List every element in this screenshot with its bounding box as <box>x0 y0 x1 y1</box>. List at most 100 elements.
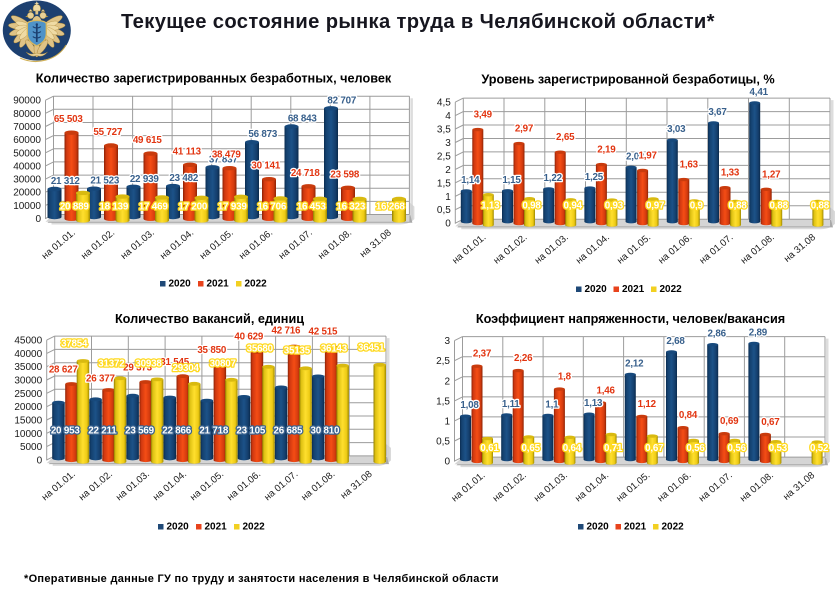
svg-text:0,69: 0,69 <box>720 416 739 427</box>
svg-text:20 953: 20 953 <box>51 426 81 437</box>
svg-text:1,5: 1,5 <box>437 178 451 189</box>
svg-text:3,49: 3,49 <box>474 110 493 121</box>
svg-text:49 615: 49 615 <box>133 135 163 146</box>
svg-text:0,88: 0,88 <box>811 201 830 212</box>
svg-text:10000: 10000 <box>14 429 42 440</box>
svg-text:65 503: 65 503 <box>54 114 84 125</box>
svg-text:42 716: 42 716 <box>272 325 302 336</box>
svg-text:90000: 90000 <box>13 96 41 107</box>
svg-text:0,9: 0,9 <box>690 201 704 212</box>
svg-text:2,37: 2,37 <box>473 349 492 360</box>
svg-text:35135: 35135 <box>284 345 311 356</box>
svg-text:30 141: 30 141 <box>251 161 281 172</box>
svg-text:37854: 37854 <box>61 338 88 349</box>
svg-text:28 627: 28 627 <box>49 364 79 375</box>
svg-text:23 598: 23 598 <box>330 169 360 180</box>
svg-text:0: 0 <box>445 219 451 230</box>
svg-text:16 323: 16 323 <box>336 202 366 213</box>
svg-text:0,94: 0,94 <box>564 201 583 212</box>
svg-text:40000: 40000 <box>14 349 42 360</box>
svg-text:30000: 30000 <box>13 175 41 186</box>
svg-text:70000: 70000 <box>13 122 41 133</box>
svg-text:36143: 36143 <box>321 343 348 354</box>
svg-text:15000: 15000 <box>14 416 42 427</box>
svg-text:0,88: 0,88 <box>770 201 789 212</box>
svg-text:0,56: 0,56 <box>686 443 705 454</box>
svg-text:2022: 2022 <box>662 522 685 533</box>
svg-text:1: 1 <box>444 416 450 427</box>
svg-text:17 939: 17 939 <box>218 202 248 213</box>
svg-text:Количество вакансий, единиц: Количество вакансий, единиц <box>115 312 304 326</box>
svg-text:26 377: 26 377 <box>86 373 116 384</box>
svg-text:37 837: 37 837 <box>209 154 239 165</box>
svg-text:*Оперативные данные ГУ по труд: *Оперативные данные ГУ по труду и занято… <box>24 573 499 585</box>
svg-text:40000: 40000 <box>13 161 41 172</box>
svg-text:0,52: 0,52 <box>810 443 829 454</box>
svg-text:2,68: 2,68 <box>666 336 685 347</box>
svg-text:35 850: 35 850 <box>197 345 227 356</box>
svg-text:1,08: 1,08 <box>460 400 479 411</box>
svg-text:25000: 25000 <box>14 389 42 400</box>
svg-text:2022: 2022 <box>245 279 268 290</box>
svg-text:1,5: 1,5 <box>436 396 450 407</box>
svg-text:20000: 20000 <box>14 402 42 413</box>
svg-text:2020: 2020 <box>585 284 608 295</box>
svg-text:2: 2 <box>445 165 451 176</box>
svg-text:17 200: 17 200 <box>178 202 208 213</box>
svg-text:45000: 45000 <box>14 336 42 347</box>
svg-text:16 268: 16 268 <box>376 202 406 213</box>
svg-text:1,13: 1,13 <box>481 201 500 212</box>
svg-text:55 727: 55 727 <box>93 127 123 138</box>
svg-text:2020: 2020 <box>169 279 192 290</box>
svg-text:3: 3 <box>444 336 450 347</box>
svg-text:22 939: 22 939 <box>130 174 160 185</box>
svg-text:0,88: 0,88 <box>728 201 747 212</box>
svg-text:29304: 29304 <box>172 363 199 374</box>
svg-text:2,02: 2,02 <box>626 151 645 162</box>
svg-text:0,64: 0,64 <box>563 443 582 454</box>
svg-text:21 523: 21 523 <box>90 176 120 187</box>
svg-text:1,63: 1,63 <box>680 160 699 171</box>
svg-text:35000: 35000 <box>14 362 42 373</box>
svg-text:1,27: 1,27 <box>762 169 781 180</box>
svg-text:36451: 36451 <box>358 342 385 353</box>
svg-text:23 105: 23 105 <box>236 426 266 437</box>
svg-text:2022: 2022 <box>243 522 266 533</box>
svg-text:2,97: 2,97 <box>515 124 534 135</box>
svg-text:22 866: 22 866 <box>162 426 192 437</box>
svg-text:2,26: 2,26 <box>514 353 533 364</box>
svg-text:1: 1 <box>445 192 451 203</box>
svg-text:0,71: 0,71 <box>604 443 623 454</box>
svg-text:0,97: 0,97 <box>646 201 665 212</box>
svg-text:35680: 35680 <box>247 343 274 354</box>
svg-text:1,14: 1,14 <box>461 175 480 186</box>
svg-text:23 569: 23 569 <box>125 426 155 437</box>
svg-text:2021: 2021 <box>622 284 645 295</box>
svg-text:1,11: 1,11 <box>502 399 520 410</box>
svg-text:30 810: 30 810 <box>311 426 341 437</box>
svg-text:20 889: 20 889 <box>60 202 90 213</box>
svg-text:1,25: 1,25 <box>585 172 604 183</box>
svg-text:50000: 50000 <box>13 148 41 159</box>
svg-text:4,41: 4,41 <box>750 87 769 98</box>
svg-text:2021: 2021 <box>205 522 228 533</box>
svg-text:0: 0 <box>37 455 43 466</box>
svg-text:16 706: 16 706 <box>257 202 287 213</box>
svg-text:41 113: 41 113 <box>173 146 202 157</box>
svg-text:30938: 30938 <box>135 358 162 369</box>
svg-text:42 515: 42 515 <box>309 326 339 337</box>
svg-text:0,67: 0,67 <box>761 417 780 428</box>
svg-text:1,8: 1,8 <box>558 372 572 383</box>
svg-text:0,5: 0,5 <box>436 437 450 448</box>
svg-text:5000: 5000 <box>20 442 43 453</box>
svg-text:31 545: 31 545 <box>160 357 190 368</box>
svg-text:80000: 80000 <box>13 109 41 120</box>
svg-text:2,86: 2,86 <box>708 329 727 340</box>
svg-text:23 482: 23 482 <box>169 173 199 184</box>
svg-text:2: 2 <box>444 376 450 387</box>
svg-text:0,67: 0,67 <box>645 443 664 454</box>
svg-text:68 843: 68 843 <box>288 114 318 125</box>
svg-text:4: 4 <box>445 111 451 122</box>
svg-text:4,5: 4,5 <box>437 98 451 109</box>
svg-text:56 873: 56 873 <box>248 129 278 140</box>
